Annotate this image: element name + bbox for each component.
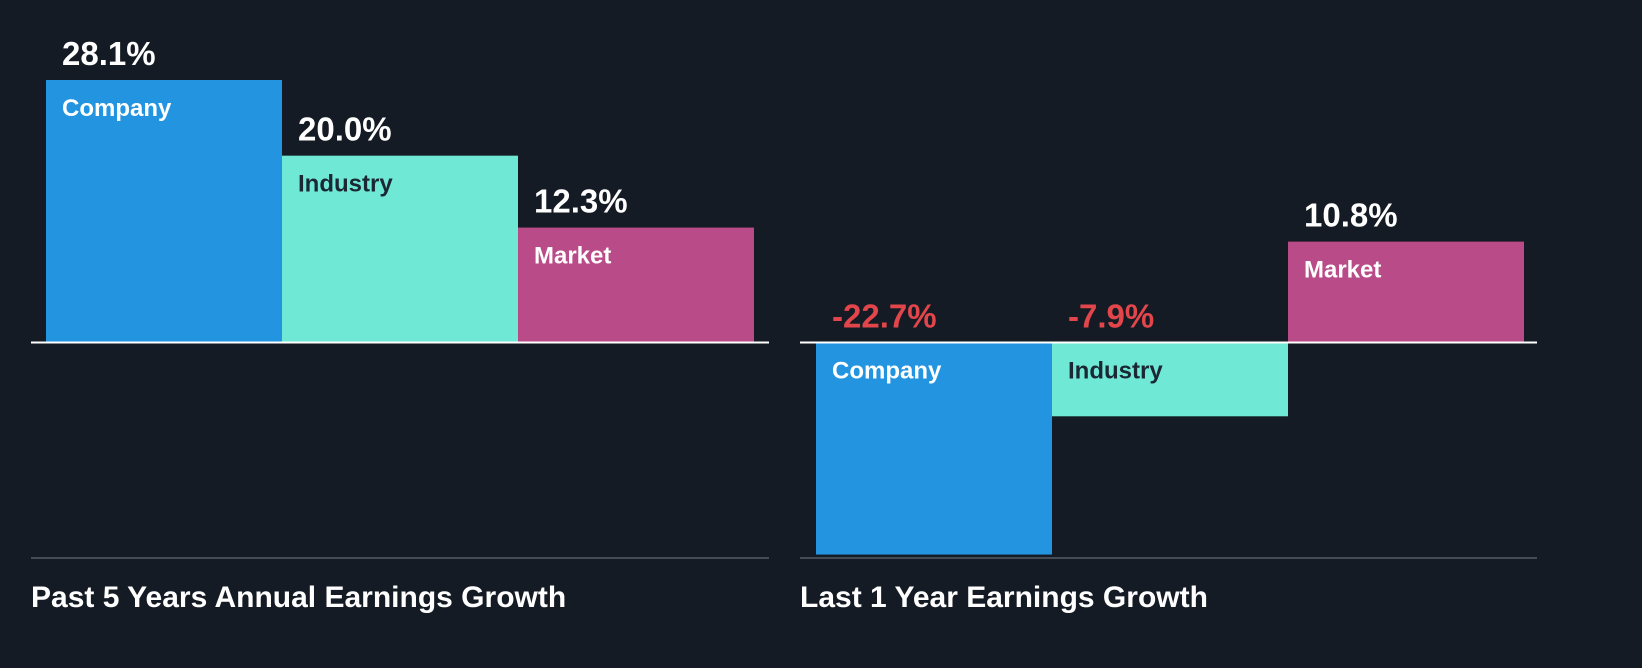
bar-category-label-industry: Industry [1068, 358, 1163, 385]
bar-group: Company -22.7% Industry -7.9% Market 10.8% [816, 197, 1524, 555]
past-5-years-panel: Company 28.1% Industry 20.0% Market 12.3% Pas… [31, 35, 769, 614]
bar-group: Company 28.1% Industry 20.0% Market 12.3% [46, 35, 754, 343]
bar-industry [1052, 342, 1288, 417]
bar-category-label-company: Company [832, 358, 942, 385]
bar-value-label-company: 28.1% [62, 35, 156, 72]
panel-title: Past 5 Years Annual Earnings Growth [31, 581, 566, 614]
bar-market [1288, 241, 1524, 343]
bar-company [816, 342, 1052, 555]
bar-category-label-market: Market [534, 243, 611, 270]
bar-category-label-company: Company [62, 95, 172, 122]
panel-title: Last 1 Year Earnings Growth [800, 581, 1208, 614]
bar-company [46, 80, 282, 343]
bar-value-label-industry: -7.9% [1068, 298, 1154, 335]
bar-category-label-market: Market [1304, 257, 1381, 284]
bar-value-label-market: 12.3% [534, 183, 628, 220]
last-1-year-panel: Company -22.7% Industry -7.9% Market 10.8% La… [800, 197, 1537, 614]
bar-value-label-company: -22.7% [832, 298, 937, 335]
bar-industry [282, 155, 518, 343]
bar-value-label-market: 10.8% [1304, 197, 1398, 234]
bar-value-label-industry: 20.0% [298, 111, 392, 148]
bar-category-label-industry: Industry [298, 171, 393, 198]
bar-market [518, 227, 754, 343]
